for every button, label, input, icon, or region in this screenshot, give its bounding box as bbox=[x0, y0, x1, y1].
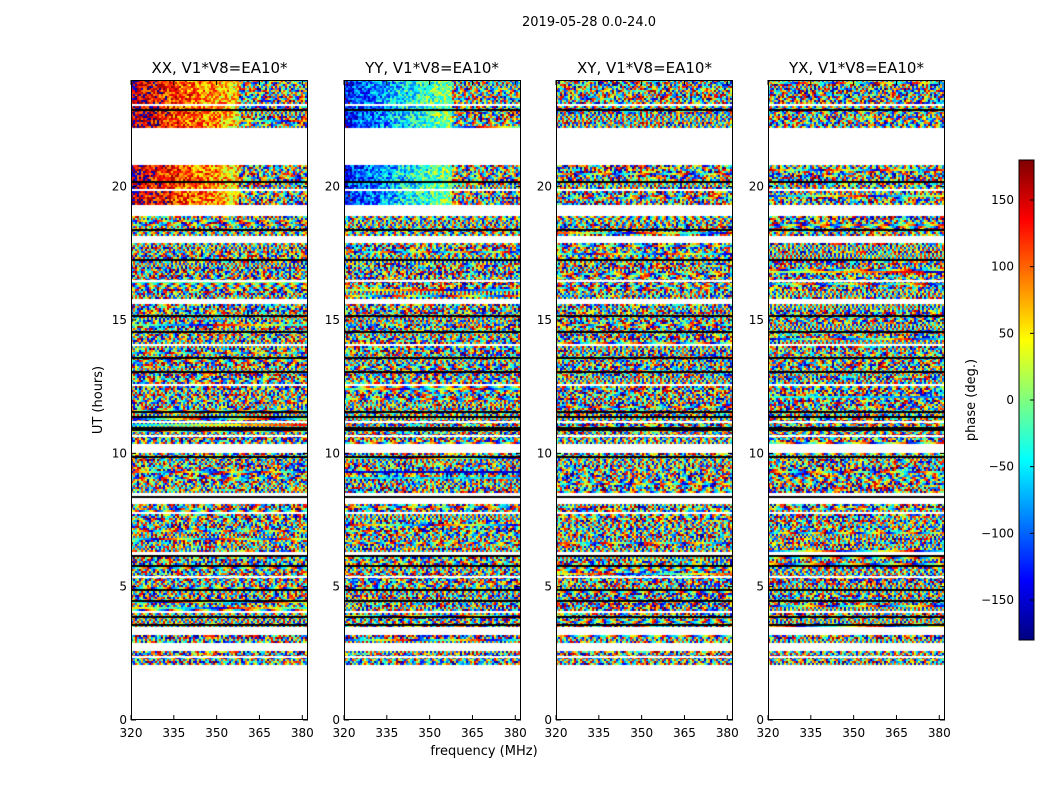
x-tick-label: 380 bbox=[291, 726, 314, 740]
y-tick-label: 0 bbox=[544, 713, 552, 727]
panel-title: XY, V1*V8=EA10* bbox=[577, 59, 712, 77]
x-tick-label: 365 bbox=[248, 726, 271, 740]
phase-heatmap bbox=[344, 80, 521, 720]
x-tick-label: 380 bbox=[716, 726, 739, 740]
colorbar-tick-label: −150 bbox=[981, 593, 1014, 607]
y-tick-label: 15 bbox=[537, 313, 552, 327]
x-tick-label: 350 bbox=[418, 726, 441, 740]
panel-title: XX, V1*V8=EA10* bbox=[151, 59, 288, 77]
colorbar-tick-label: 150 bbox=[991, 193, 1014, 207]
panel-title: YX, V1*V8=EA10* bbox=[788, 59, 924, 77]
x-tick-label: 350 bbox=[205, 726, 228, 740]
colorbar-tick-label: −50 bbox=[989, 460, 1014, 474]
x-tick-label: 380 bbox=[504, 726, 527, 740]
x-tick-label: 380 bbox=[928, 726, 951, 740]
y-tick-label: 20 bbox=[325, 180, 340, 194]
x-tick-label: 320 bbox=[757, 726, 780, 740]
y-tick-label: 15 bbox=[749, 313, 764, 327]
x-tick-label: 365 bbox=[885, 726, 908, 740]
x-tick-label: 365 bbox=[673, 726, 696, 740]
panel-1: 320 335 350 365 380 0 5 10 15 20 YY, V1*V8=EA10* bbox=[325, 59, 527, 740]
y-tick-label: 20 bbox=[112, 180, 127, 194]
y-axis-label: UT (hours) bbox=[91, 366, 106, 434]
figure-suptitle: 2019-05-28 0.0-24.0 bbox=[522, 15, 656, 30]
axes-frame bbox=[131, 80, 308, 720]
colorbar-tick-label: −100 bbox=[981, 526, 1014, 540]
colorbar: phase (deg.) 150 100 50 0 −50 −100 −150 bbox=[964, 159, 1035, 641]
x-tick-label: 320 bbox=[333, 726, 356, 740]
y-tick-label: 5 bbox=[756, 580, 764, 594]
panel-0: 320 335 350 365 380 0 5 10 15 20 XX, V1*V8=EA10* bbox=[112, 59, 314, 740]
colorbar-tick-label: 100 bbox=[991, 260, 1014, 274]
phase-heatmap bbox=[131, 80, 308, 720]
x-tick-label: 320 bbox=[120, 726, 143, 740]
y-tick-label: 5 bbox=[544, 580, 552, 594]
y-tick-label: 10 bbox=[537, 446, 552, 460]
x-tick-label: 365 bbox=[461, 726, 484, 740]
y-tick-label: 10 bbox=[325, 446, 340, 460]
y-tick-label: 20 bbox=[537, 180, 552, 194]
x-tick-label: 350 bbox=[630, 726, 653, 740]
x-axis-label: frequency (MHz) bbox=[430, 744, 537, 759]
y-tick-label: 5 bbox=[332, 580, 340, 594]
y-tick-label: 5 bbox=[119, 580, 127, 594]
x-tick-label: 350 bbox=[842, 726, 865, 740]
colorbar-tick-label: 50 bbox=[999, 326, 1014, 340]
x-tick-label: 320 bbox=[545, 726, 568, 740]
panel-3: 320 335 350 365 380 0 5 10 15 20 YX, V1*V8=EA10* bbox=[749, 59, 951, 740]
colorbar-tick-label: 0 bbox=[1006, 393, 1014, 407]
axes-frame bbox=[768, 80, 945, 720]
y-tick-label: 10 bbox=[749, 446, 764, 460]
y-tick-label: 10 bbox=[112, 446, 127, 460]
x-tick-label: 335 bbox=[162, 726, 185, 740]
x-tick-label: 335 bbox=[799, 726, 822, 740]
y-tick-label: 0 bbox=[332, 713, 340, 727]
y-tick-label: 0 bbox=[756, 713, 764, 727]
panel-2: 320 335 350 365 380 0 5 10 15 20 XY, V1*V8=EA10* bbox=[537, 59, 739, 740]
colorbar-label: phase (deg.) bbox=[964, 359, 979, 441]
axes-frame bbox=[344, 80, 521, 720]
x-tick-label: 335 bbox=[587, 726, 610, 740]
axes-frame bbox=[556, 80, 733, 720]
phase-heatmap bbox=[768, 80, 945, 720]
y-tick-label: 0 bbox=[119, 713, 127, 727]
x-tick-label: 335 bbox=[375, 726, 398, 740]
y-tick-label: 15 bbox=[325, 313, 340, 327]
panel-title: YY, V1*V8=EA10* bbox=[364, 59, 499, 77]
y-tick-label: 15 bbox=[112, 313, 127, 327]
y-tick-label: 20 bbox=[749, 180, 764, 194]
phase-heatmap bbox=[556, 80, 733, 720]
